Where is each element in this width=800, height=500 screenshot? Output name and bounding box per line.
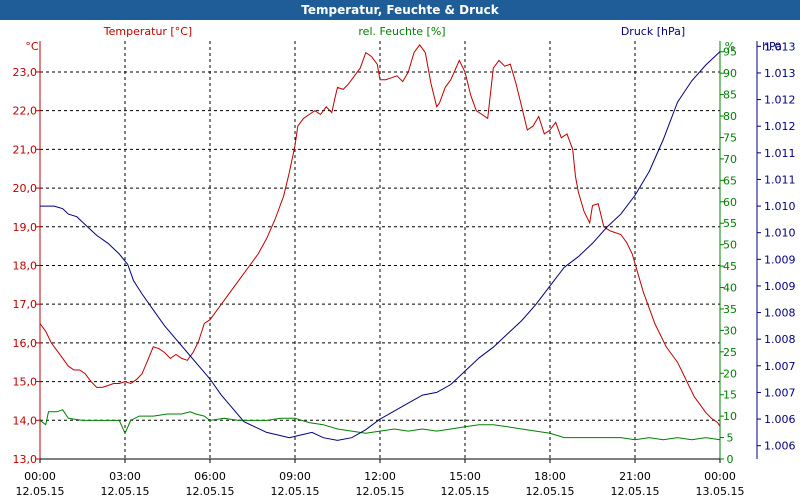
series-lines [39, 44, 721, 441]
temperature-legend: Temperatur [°C] [103, 25, 192, 38]
humidity-tick-label: 10 [723, 410, 737, 423]
x-tick-date: 12.05.15 [186, 485, 235, 498]
humidity-tick-label: 20 [723, 367, 737, 380]
x-tick-date: 13.05.15 [696, 485, 745, 498]
humidity-tick-label: 90 [723, 67, 737, 80]
x-tick-date: 12.05.15 [356, 485, 405, 498]
x-tick-date: 12.05.15 [16, 485, 65, 498]
pressure-tick-label: 1.012 [764, 120, 796, 133]
humidity-tick-label: 45 [723, 260, 737, 273]
pressure-tick-label: 1.008 [764, 307, 796, 320]
chart-title: Temperatur, Feuchte & Druck [0, 0, 800, 20]
humidity-tick-label: 70 [723, 153, 737, 166]
humidity-tick-label: 75 [723, 131, 737, 144]
pressure-tick-label: 1.011 [764, 147, 796, 160]
humidity-line [39, 409, 721, 441]
humidity-legend: rel. Feuchte [%] [358, 25, 445, 38]
humidity-tick-label: 55 [723, 217, 737, 230]
x-tick-time: 21:00 [619, 470, 651, 483]
pressure-tick-label: 1.013 [764, 40, 796, 53]
temperature-tick-label: 19,0 [13, 221, 38, 234]
humidity-tick-label: 5 [727, 432, 734, 445]
humidity-tick-label: 80 [723, 110, 737, 123]
humidity-tick-label: 0 [727, 453, 734, 466]
x-tick-time: 06:00 [194, 470, 226, 483]
pressure-tick-label: 1.012 [764, 94, 796, 107]
pressure-tick-label: 1.013 [764, 67, 796, 80]
temperature-tick-label: 18,0 [13, 259, 38, 272]
pressure-line [40, 51, 721, 441]
grid [40, 41, 720, 459]
humidity-tick-label: 60 [723, 196, 737, 209]
x-tick-date: 12.05.15 [526, 485, 575, 498]
humidity-tick-label: 65 [723, 174, 737, 187]
temperature-tick-label: 23,0 [13, 66, 38, 79]
x-tick-date: 12.05.15 [271, 485, 320, 498]
pressure-axis-labels: 1.006 1.006 1.007 1.007 1.008 1.008 1.009 1.009… [764, 40, 796, 452]
pressure-legend: Druck [hPa] [621, 25, 685, 38]
pressure-tick-label: 1.006 [764, 440, 796, 453]
humidity-tick-label: 95 [723, 46, 737, 59]
pressure-tick-label: 1.010 [764, 227, 796, 240]
temperature-tick-label: 14,0 [13, 414, 38, 427]
pressure-unit: hPa [762, 40, 782, 53]
x-tick-time: 18:00 [534, 470, 566, 483]
pressure-tick-label: 1.007 [764, 386, 796, 399]
pressure-tick-label: 1.009 [764, 253, 796, 266]
x-tick-time: 00:00 [704, 470, 736, 483]
x-tick-time: 12:00 [364, 470, 396, 483]
humidity-axis-labels: 0 5 10 15 20 25 30 35 40 45 50 55 60 65 70 75 80 85 90 95 [723, 46, 737, 466]
humidity-tick-label: 15 [723, 389, 737, 402]
axes [36, 41, 761, 463]
x-axis-labels: 00:00 12.05.15 03:00 12.05.15 06:00 12.05.15 0… [16, 470, 745, 498]
pressure-tick-label: 1.008 [764, 333, 796, 346]
x-tick-time: 03:00 [109, 470, 141, 483]
x-tick-time: 15:00 [449, 470, 481, 483]
pressure-tick-label: 1.010 [764, 200, 796, 213]
chart: 00:00 12.05.15 03:00 12.05.15 06:00 12.05.15 0… [13, 25, 796, 498]
humidity-tick-label: 25 [723, 346, 737, 359]
x-tick-time: 09:00 [279, 470, 311, 483]
x-tick-date: 12.05.15 [441, 485, 490, 498]
pressure-tick-label: 1.007 [764, 360, 796, 373]
temperature-tick-label: 21,0 [13, 143, 38, 156]
x-tick-date: 12.05.15 [611, 485, 660, 498]
temperature-unit: °C [25, 40, 39, 53]
temperature-tick-label: 20,0 [13, 182, 38, 195]
temperature-tick-label: 17,0 [13, 298, 38, 311]
temperature-tick-label: 16,0 [13, 337, 38, 350]
humidity-tick-label: 30 [723, 324, 737, 337]
temperature-axis-labels: 13,0 14,0 15,0 16,0 17,0 18,0 19,0 20,0 21,0 22,0… [13, 66, 38, 466]
humidity-tick-label: 85 [723, 89, 737, 102]
humidity-tick-label: 35 [723, 303, 737, 316]
humidity-tick-label: 50 [723, 239, 737, 252]
x-tick-time: 00:00 [24, 470, 56, 483]
temperature-line [39, 44, 721, 427]
temperature-tick-label: 22,0 [13, 105, 38, 118]
humidity-unit: % [725, 40, 735, 53]
x-tick-date: 12.05.15 [101, 485, 150, 498]
temperature-tick-label: 13,0 [13, 453, 38, 466]
pressure-tick-label: 1.011 [764, 173, 796, 186]
temperature-tick-label: 15,0 [13, 376, 38, 389]
humidity-tick-label: 40 [723, 282, 737, 295]
pressure-tick-label: 1.006 [764, 413, 796, 426]
pressure-tick-label: 1.009 [764, 280, 796, 293]
